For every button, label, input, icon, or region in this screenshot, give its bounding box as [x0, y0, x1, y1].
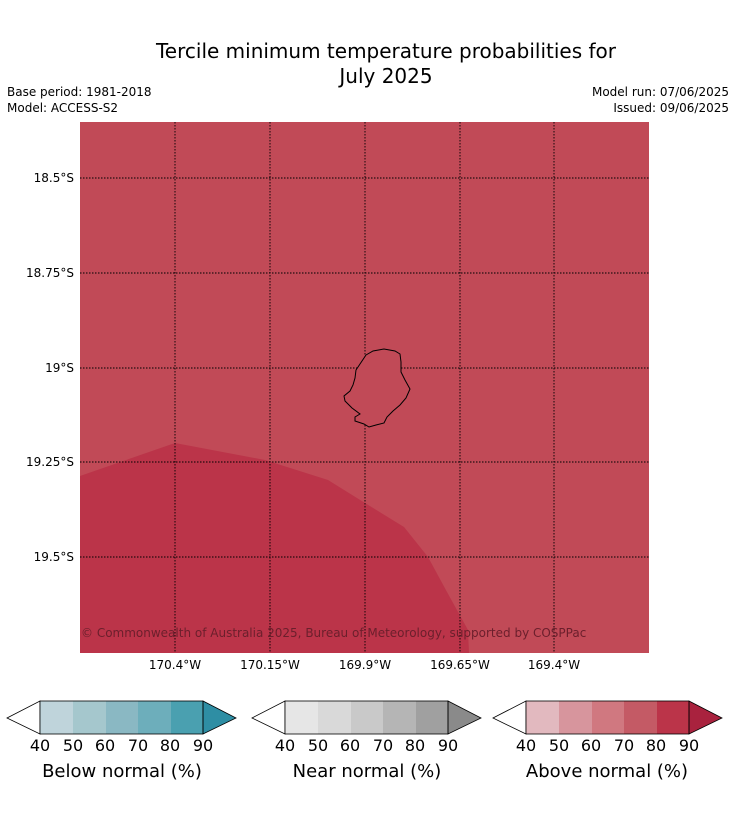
colorbar-low-arrow — [492, 700, 527, 735]
latitude-label: 19.5°S — [33, 550, 74, 564]
colorbar-segment — [318, 701, 351, 734]
meta-right: Model run: 07/06/2025 Issued: 09/06/2025 — [592, 84, 729, 116]
title-line-2: July 2025 — [339, 64, 433, 88]
latitude-label: 19°S — [45, 361, 74, 375]
colorbar-tick: 60 — [339, 736, 361, 755]
colorbar-tick: 70 — [127, 736, 149, 755]
longitude-label: 170.15°W — [240, 658, 300, 672]
base-period-text: Base period: 1981-2018 — [7, 85, 152, 99]
colorbar-tick: 60 — [94, 736, 116, 755]
colorbar-segment — [657, 701, 689, 734]
colorbar-low-arrow — [6, 700, 41, 735]
longitude-label: 169.9°W — [338, 658, 392, 672]
colorbar-segment — [40, 701, 73, 734]
colorbar-tick: 80 — [159, 736, 181, 755]
latitude-label: 18.5°S — [33, 171, 74, 185]
title-line-1: Tercile minimum temperature probabilitie… — [155, 39, 617, 63]
copyright-text: © Commonwealth of Australia 2025, Bureau… — [81, 626, 587, 640]
colorbar-high-arrow-outline — [447, 700, 482, 735]
colorbar-high-arrow-outline — [688, 700, 723, 735]
above-normal-80-90-region — [80, 443, 469, 653]
colorbar-tick: 40 — [29, 736, 51, 755]
colorbar-tick: 90 — [192, 736, 214, 755]
colorbar-segment — [285, 701, 318, 734]
colorbar-high-arrow — [203, 701, 236, 734]
meta-left: Base period: 1981-2018 Model: ACCESS-S2 — [7, 84, 152, 116]
colorbar-segment — [138, 701, 171, 734]
near-normal-colorbar — [251, 700, 482, 735]
colorbar-tick: 90 — [437, 736, 459, 755]
colorbar-segment — [559, 701, 592, 734]
colorbar-tick: 40 — [274, 736, 296, 755]
colorbar-segment — [383, 701, 416, 734]
colorbar-tick: 70 — [372, 736, 394, 755]
longitude-label: 169.65°W — [430, 658, 490, 672]
colorbar-segment — [592, 701, 624, 734]
longitude-label: 170.4°W — [148, 658, 202, 672]
colorbar-tick: 60 — [580, 736, 602, 755]
island-coastline — [343, 348, 411, 428]
colorbar-segment — [351, 701, 383, 734]
colorbar-tick: 50 — [62, 736, 84, 755]
colorbar-segment — [106, 701, 138, 734]
longitude-label: 169.4°W — [527, 658, 581, 672]
latitude-label: 18.75°S — [26, 266, 74, 280]
model-text: Model: ACCESS-S2 — [7, 101, 119, 115]
above-normal-label: Above normal (%) — [525, 761, 689, 782]
colorbar-tick: 50 — [548, 736, 570, 755]
colorbar-segment — [73, 701, 106, 734]
colorbar-high-arrow — [448, 701, 481, 734]
colorbar-tick: 70 — [613, 736, 635, 755]
latitude-label: 19.25°S — [26, 455, 74, 469]
chart-title: Tercile minimum temperature probabilitie… — [0, 39, 736, 89]
issued-text: Issued: 09/06/2025 — [613, 101, 729, 115]
colorbar-tick: 80 — [645, 736, 667, 755]
colorbar-tick: 40 — [515, 736, 537, 755]
colorbar-high-arrow-outline — [202, 700, 237, 735]
colorbar-tick: 50 — [307, 736, 329, 755]
below-normal-label: Below normal (%) — [42, 761, 202, 782]
near-normal-label: Near normal (%) — [292, 761, 442, 782]
colorbar-segment — [624, 701, 657, 734]
colorbar-segment — [171, 701, 203, 734]
colorbar-tick: 80 — [404, 736, 426, 755]
colorbar-segment — [526, 701, 559, 734]
above-normal-colorbar — [492, 700, 723, 735]
colorbar-segment — [416, 701, 448, 734]
colorbar-tick: 90 — [678, 736, 700, 755]
colorbar-high-arrow — [689, 701, 722, 734]
model-run-text: Model run: 07/06/2025 — [591, 85, 729, 99]
colorbar-low-arrow — [251, 700, 286, 735]
below-normal-colorbar — [6, 700, 237, 735]
map-gridlines — [80, 122, 649, 653]
